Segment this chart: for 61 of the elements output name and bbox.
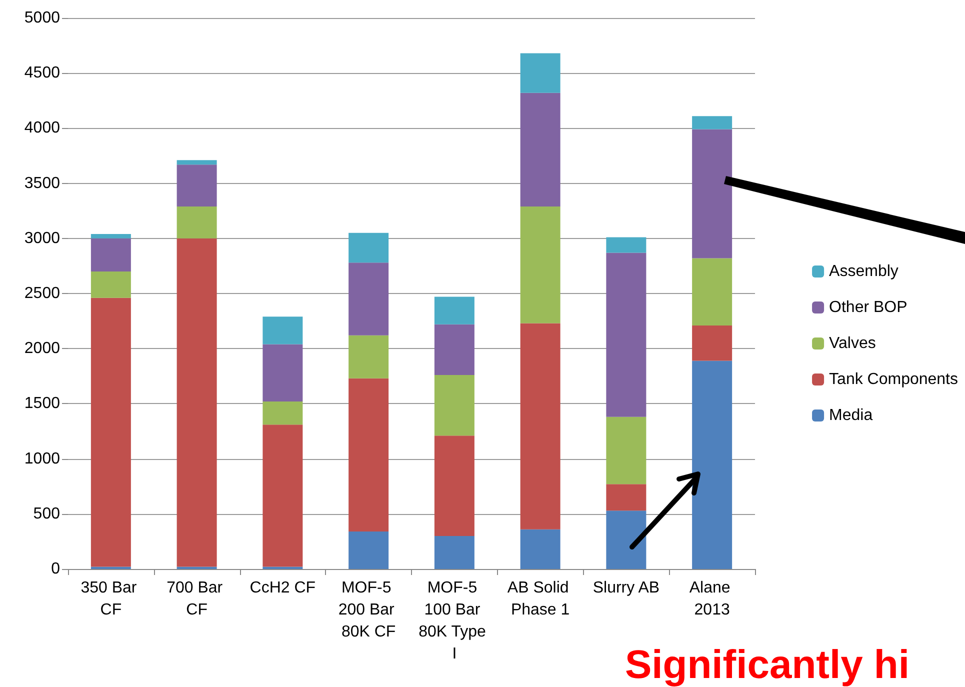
bar [262,424,303,567]
legend-label: Tank Components [829,371,958,388]
bar [520,92,560,206]
y-tick-label: 0 [51,560,60,578]
bar [520,53,560,93]
x-tick-label: AB Solid Phase 1 [507,580,574,618]
bar [606,237,646,253]
x-tick-label: CcH2 CF [250,580,316,596]
bar [262,316,303,344]
bar [90,238,131,272]
bar [176,164,217,206]
y-tick-label: 500 [33,505,60,522]
legend-label: Media [829,407,873,424]
bar [348,378,389,532]
bar [434,296,474,324]
bar [692,258,732,326]
y-tick-label: 2500 [24,285,60,302]
bar [520,529,560,569]
bar [434,324,474,376]
text: Significantly hi [625,643,910,687]
y-tick-label: 3000 [24,230,60,247]
bar [90,271,131,298]
legend-label: Valves [829,335,876,352]
bar [176,238,217,567]
y-tick-label: 4500 [24,64,60,82]
legend-label: Assembly [829,263,898,280]
bar [262,401,303,425]
y-tick-label: 4000 [24,120,60,137]
bar [520,206,560,324]
bar [606,252,646,417]
y-tick-label: 2000 [24,340,60,358]
legend-label: Other BOP [829,299,908,316]
y-tick-label: 5000 [24,10,60,26]
bar [434,536,474,569]
bar [348,532,389,569]
bar [692,116,732,130]
x-tick-label: Alane 2013 [689,580,735,618]
bar [176,160,217,165]
bar [262,344,303,402]
bar [434,436,474,536]
x-tick-label: MOF-5 200 Bar 80K CF [338,580,399,640]
bar [348,262,389,336]
bar [90,298,131,567]
y-tick-label: 3500 [24,174,60,192]
bar [176,206,217,238]
bar [692,360,732,569]
bar [90,234,131,238]
x-tick-label: 700 Bar CF [166,580,228,618]
bar [434,375,474,436]
bar [520,323,560,530]
x-tick-label: MOF-5 100 Bar 80K Type I [418,580,490,662]
bar [606,484,646,511]
y-tick-label: 1500 [24,395,60,412]
bar [348,232,389,263]
y-tick-label: 1000 [24,450,60,468]
bar [606,416,646,484]
bar [692,325,732,361]
bar [692,129,732,258]
bar [348,335,389,378]
x-tick-label: 350 Bar CF [80,580,142,618]
x-tick-label: Slurry AB [592,580,660,596]
